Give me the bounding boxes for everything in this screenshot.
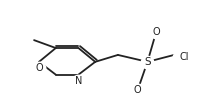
Text: S: S xyxy=(144,57,151,67)
Text: O: O xyxy=(153,27,160,37)
Text: Cl: Cl xyxy=(179,52,188,62)
Text: O: O xyxy=(134,85,141,95)
Text: N: N xyxy=(75,76,82,86)
Text: O: O xyxy=(35,63,43,73)
